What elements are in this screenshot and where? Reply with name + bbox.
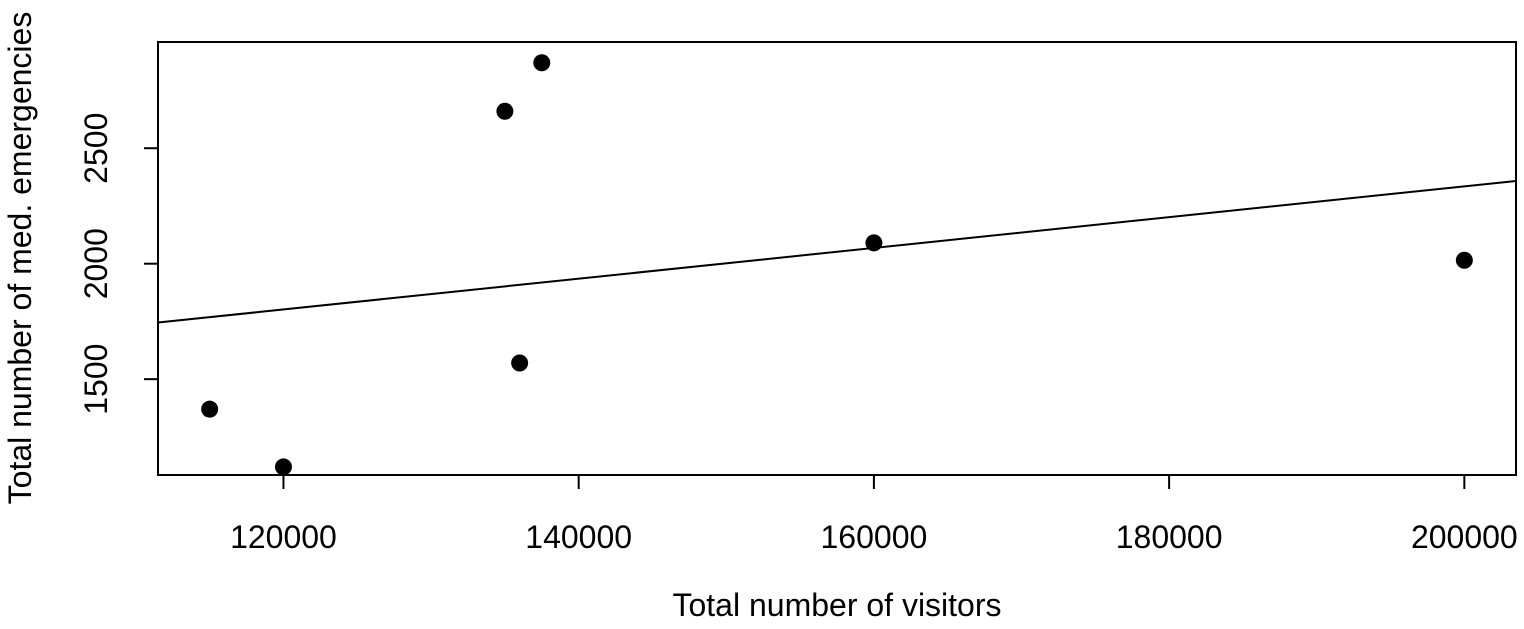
x-tick-label: 120000 xyxy=(230,519,337,555)
data-point xyxy=(1455,251,1473,269)
y-axis-label: Total number of med. emergencies xyxy=(2,12,38,505)
data-point xyxy=(865,234,883,252)
data-point xyxy=(496,102,514,120)
data-point xyxy=(511,354,529,372)
y-tick-label: 2000 xyxy=(78,228,114,299)
y-axis: 1500 2000 2500 xyxy=(78,113,158,415)
x-tick-label: 140000 xyxy=(525,519,632,555)
data-point xyxy=(201,400,219,418)
y-tick-label: 1500 xyxy=(78,344,114,415)
y-tick-label: 2500 xyxy=(78,113,114,184)
x-tick-label: 180000 xyxy=(1116,519,1223,555)
data-point xyxy=(274,458,292,476)
x-axis: 120000 140000 160000 180000 200000 xyxy=(230,475,1518,555)
plot-frame xyxy=(157,41,1517,476)
data-points xyxy=(201,54,1473,476)
data-point xyxy=(533,54,551,72)
x-tick-label: 200000 xyxy=(1411,519,1518,555)
regression-line-group xyxy=(157,179,1517,324)
x-tick-label: 160000 xyxy=(821,519,928,555)
x-axis-label: Total number of visitors xyxy=(672,587,1001,623)
regression-line xyxy=(157,179,1517,324)
